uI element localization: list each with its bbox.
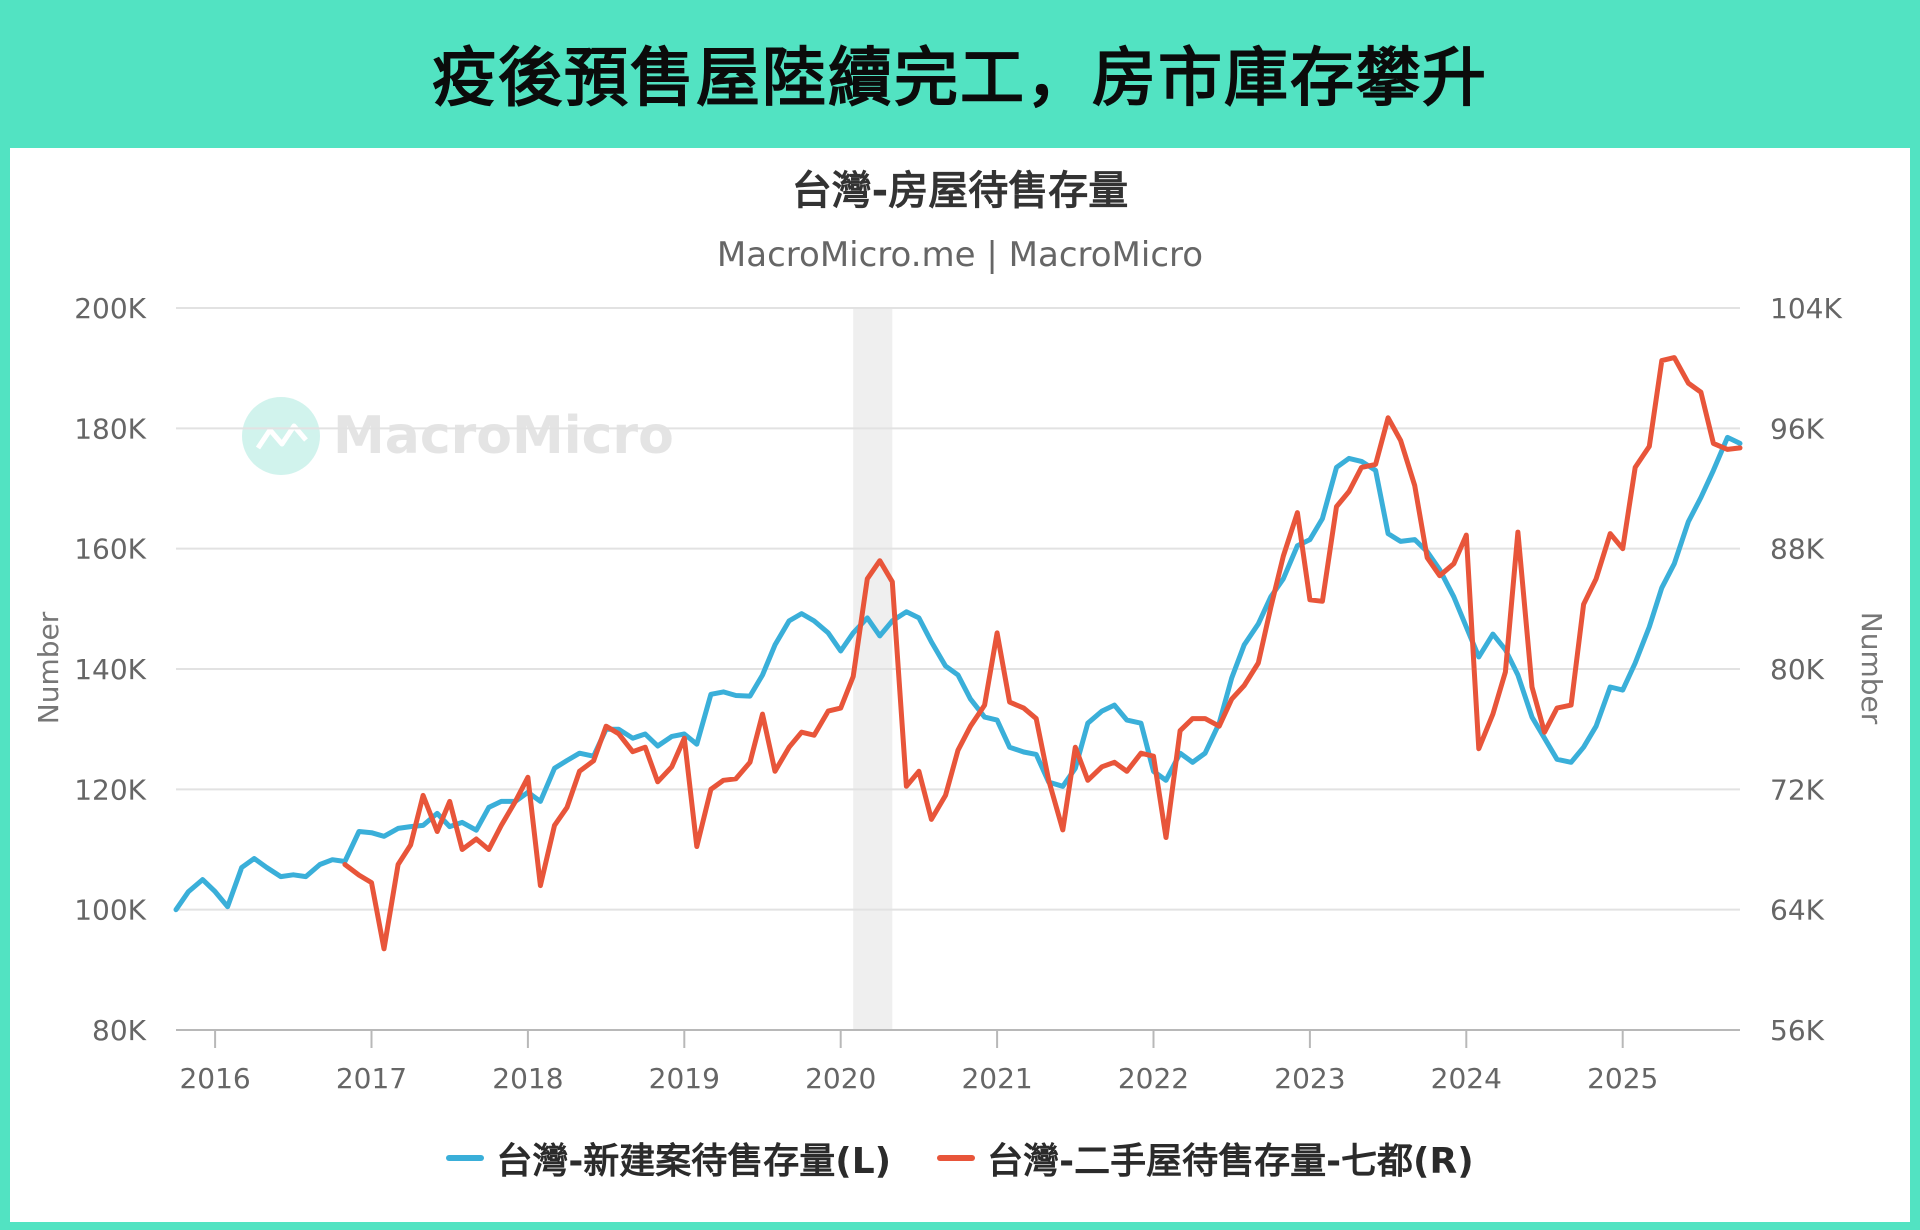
left-axis-label: Number [32, 611, 65, 724]
left-tick-label: 200K [74, 292, 146, 325]
right-tick-label: 96K [1770, 412, 1825, 445]
right-axis-label: Number [1855, 612, 1888, 725]
x-tick-label: 2017 [336, 1062, 407, 1095]
right-tick-label: 72K [1770, 773, 1825, 806]
left-tick-label: 160K [74, 533, 146, 566]
left-tick-label: 100K [74, 894, 146, 927]
legend-label-new-build: 台灣-新建案待售存量(L) [496, 1141, 892, 1182]
series-line-0 [173, 434, 1743, 913]
legend-label-resale: 台灣-二手屋待售存量-七都(R) [987, 1141, 1474, 1182]
right-axis-ticks: 56K 64K 72K 80K 88K 96K 104K [1770, 292, 1842, 1047]
series-line-1 [342, 355, 1743, 952]
watermark-logo-icon [242, 397, 320, 475]
left-tick-label: 140K [74, 653, 146, 686]
x-tick-label: 2024 [1431, 1062, 1502, 1095]
right-tick-label: 104K [1770, 292, 1842, 325]
grid-lines [176, 307, 1740, 911]
left-tick-label: 80K [92, 1014, 147, 1047]
legend: 台灣-新建案待售存量(L) 台灣-二手屋待售存量-七都(R) [0, 1128, 1920, 1188]
header-banner: 疫後預售屋陸續完工，房市庫存攀升 [0, 0, 1920, 146]
x-tick-label: 2019 [649, 1062, 720, 1095]
watermark: MacroMicro [242, 397, 674, 475]
x-tick-label: 2025 [1587, 1062, 1658, 1095]
right-tick-label: 56K [1770, 1014, 1825, 1047]
watermark-text: MacroMicro [333, 406, 674, 466]
x-tick-label: 2022 [1118, 1062, 1189, 1095]
left-tick-label: 120K [74, 773, 146, 806]
x-tick-label: 2021 [961, 1062, 1032, 1095]
legend-swatch-resale [937, 1155, 976, 1161]
page-title: 疫後預售屋陸續完工，房市庫存攀升 [432, 42, 1488, 116]
series-lines [173, 355, 1743, 952]
legend-item-resale[interactable]: 台灣-二手屋待售存量-七都(R) [937, 1132, 1474, 1184]
right-tick-label: 80K [1770, 653, 1825, 686]
chart-panel [10, 148, 1910, 1222]
x-tick-label: 2020 [805, 1062, 876, 1095]
x-tick-label: 2018 [492, 1062, 563, 1095]
chart-subtitle: MacroMicro.me | MacroMicro [717, 235, 1203, 275]
left-axis-ticks: 80K 100K 120K 140K 160K 180K 200K [74, 292, 146, 1047]
x-axis-ticks: 2016 2017 2018 2019 2020 2021 2022 2023 2024 2025 [179, 1030, 1658, 1095]
right-tick-label: 88K [1770, 533, 1825, 566]
x-tick-label: 2016 [179, 1062, 250, 1095]
legend-item-new-build[interactable]: 台灣-新建案待售存量(L) [446, 1132, 891, 1184]
watermark-logo-glyph-icon [255, 423, 308, 450]
x-tick-label: 2023 [1274, 1062, 1345, 1095]
left-tick-label: 180K [74, 412, 146, 445]
chart-title: 台灣-房屋待售存量 [792, 168, 1129, 214]
legend-swatch-new-build [446, 1155, 485, 1161]
right-tick-label: 64K [1770, 894, 1825, 927]
